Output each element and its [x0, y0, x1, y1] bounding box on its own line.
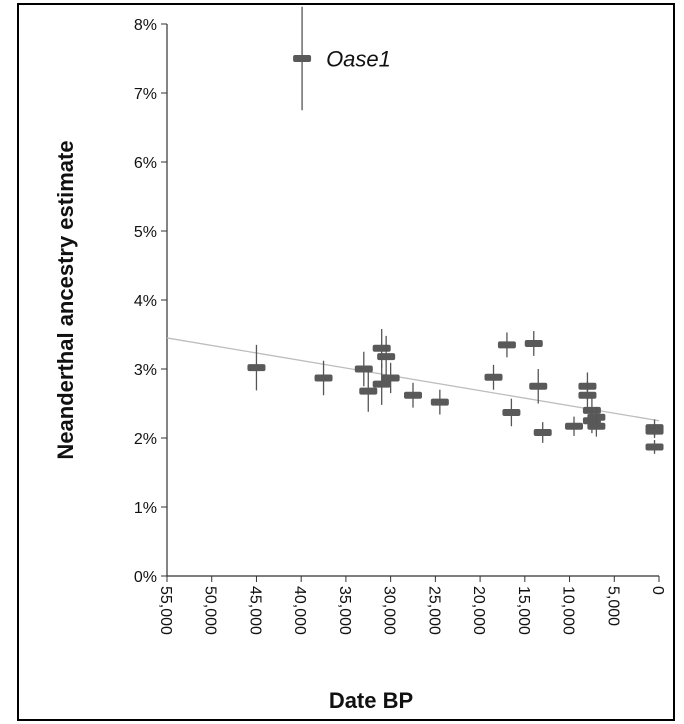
y-tick-label: 0%: [134, 569, 157, 586]
y-tick-label: 6%: [134, 155, 157, 172]
point-marker: [645, 427, 664, 435]
point-marker: [645, 443, 664, 451]
x-tick-label: 55,000: [157, 586, 174, 635]
x-tick-label: 45,000: [246, 586, 263, 635]
data-point: [293, 6, 312, 111]
y-tick-label: 3%: [134, 362, 157, 379]
data-point: [502, 398, 521, 427]
data-point: [484, 364, 503, 390]
chart-frame: [17, 3, 675, 721]
x-tick-label: 25,000: [425, 586, 442, 635]
y-tick-label: 8%: [134, 17, 157, 34]
y-tick-label: 5%: [134, 224, 157, 241]
data-point: [645, 440, 664, 454]
data-point: [430, 389, 449, 415]
trendline-layer: [166, 337, 660, 422]
point-marker: [533, 428, 552, 436]
x-axis-title: Date BP: [329, 688, 413, 713]
y-tick-label: 7%: [134, 86, 157, 103]
axes: 0% 1% 2% 3% 4% 5% 6% 7% 8% 55,000 50,000 45,000 40,0…: [134, 17, 666, 635]
point-marker: [565, 422, 584, 430]
point-marker: [247, 364, 266, 372]
point-marker: [578, 391, 597, 399]
point-marker: [524, 339, 543, 347]
point-marker: [372, 380, 391, 388]
data-point: [381, 362, 400, 394]
data-point: [377, 335, 396, 378]
x-tick-label: 10,000: [560, 586, 577, 635]
point-marker: [354, 365, 373, 373]
data-point: [359, 370, 378, 412]
x-tick-label: 35,000: [336, 586, 353, 635]
point-marker: [587, 422, 606, 430]
y-axis-title: Neanderthal ancestry estimate: [53, 140, 78, 459]
data-point: [529, 369, 548, 404]
point-marker: [529, 382, 548, 390]
point-marker: [502, 408, 521, 416]
data-point: [247, 344, 266, 391]
data-point: [354, 351, 373, 387]
point-annotation: Oase1: [326, 47, 391, 72]
data-point: [565, 416, 584, 436]
point-marker: [314, 374, 333, 382]
y-tick-label: 2%: [134, 431, 157, 448]
data-point: [497, 332, 516, 358]
labels-layer: Neanderthal ancestry estimate Date BP Oase…: [53, 47, 413, 714]
data-point: [404, 382, 422, 408]
x-tick-label: 15,000: [515, 586, 532, 635]
point-marker: [359, 387, 378, 395]
point-marker: [484, 373, 503, 381]
points-layer: [247, 6, 664, 454]
x-tick-label: 50,000: [202, 586, 219, 635]
data-point: [578, 381, 597, 410]
data-point: [314, 360, 333, 396]
point-marker: [430, 398, 449, 406]
data-point: [524, 331, 543, 356]
trendline: [166, 337, 660, 422]
data-point: [372, 363, 391, 405]
data-point: [645, 424, 664, 438]
x-tick-label: 20,000: [470, 586, 487, 635]
x-tick-label: 0: [649, 586, 666, 595]
point-marker: [372, 344, 391, 352]
point-marker: [497, 341, 516, 349]
data-point: [587, 415, 606, 437]
data-point: [533, 422, 552, 443]
x-tick-label: 5,000: [604, 586, 621, 626]
point-marker: [293, 55, 312, 62]
point-marker: [404, 391, 422, 399]
data-point: [372, 328, 391, 368]
point-marker: [377, 353, 396, 361]
y-tick-label: 1%: [134, 500, 157, 517]
y-tick-label: 4%: [134, 293, 157, 310]
x-tick-label: 30,000: [381, 586, 398, 635]
x-tick-label: 40,000: [291, 586, 308, 635]
point-marker: [381, 374, 400, 382]
